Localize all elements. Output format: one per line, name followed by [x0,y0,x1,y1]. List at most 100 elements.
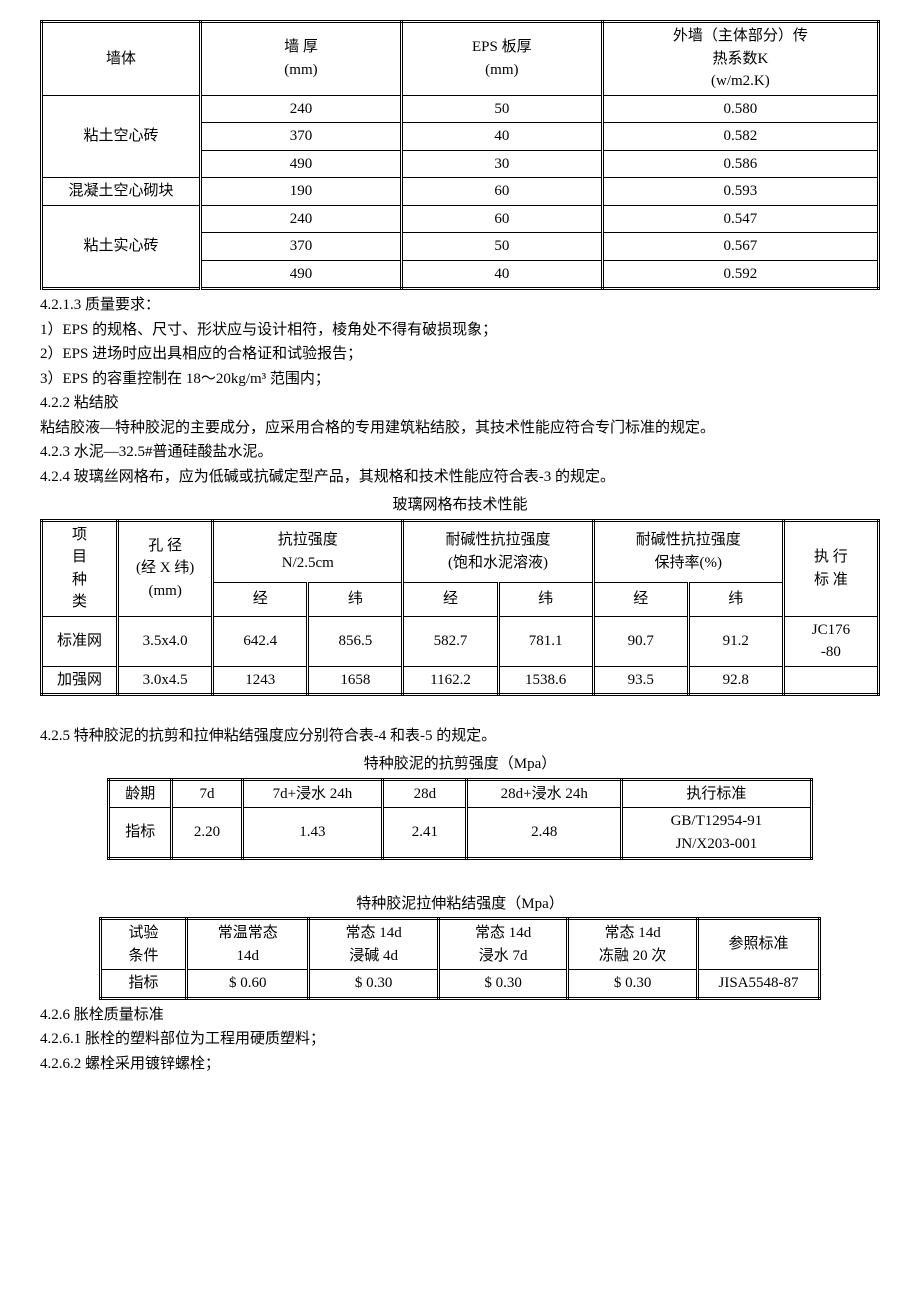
cell: GB/T12954-91JN/X203-001 [622,808,812,859]
t1-h2: 墙 厚(mm) [201,22,402,96]
cell: 92.8 [688,666,783,695]
t3-h6: 执行标准 [622,779,812,808]
sub: 经 [593,582,688,616]
cell: 781.1 [498,616,593,666]
t2-h5: 耐碱性抗拉强度保持率(%) [593,520,783,582]
t1-g3: 粘土实心砖 [42,205,201,289]
table-wall-thickness: 墙体 墙 厚(mm) EPS 板厚(mm) 外墙（主体部分）传热系数K(w/m2… [40,20,880,290]
cell: 3.0x4.5 [118,666,213,695]
cell: 加强网 [42,666,118,695]
cell: 40 [401,260,602,289]
cell: $ 0.60 [187,970,309,999]
cell: 60 [401,205,602,233]
cell: 0.593 [602,178,878,206]
para: 4.2.2 粘结胶 [40,392,880,415]
cell: 指标 [109,808,172,859]
cell: 3.5x4.0 [118,616,213,666]
cell: 2.41 [383,808,467,859]
cell: 370 [201,123,402,151]
cell: 93.5 [593,666,688,695]
t3-h3: 7d+浸水 24h [242,779,383,808]
cell: 1243 [213,666,308,695]
cell: 370 [201,233,402,261]
cell: 0.586 [602,150,878,178]
cell: 0.592 [602,260,878,289]
table-mesh-performance: 项目种类 孔 径(经 X 纬)(mm) 抗拉强度N/2.5cm 耐碱性抗拉强度(… [40,519,880,697]
t2-h6: 执 行标 准 [783,520,878,616]
cell: 标准网 [42,616,118,666]
cell: 0.580 [602,95,878,123]
cell: 90.7 [593,616,688,666]
cell: 30 [401,150,602,178]
cell: 490 [201,260,402,289]
t4-h6: 参照标准 [697,919,819,970]
t4-h5: 常态 14d冻融 20 次 [568,919,697,970]
t4-h2: 常温常态14d [187,919,309,970]
cell: $ 0.30 [438,970,567,999]
para: 2）EPS 进场时应出具相应的合格证和试验报告； [40,343,880,366]
cell: 指标 [100,970,186,999]
sub: 纬 [688,582,783,616]
table-shear-strength: 龄期 7d 7d+浸水 24h 28d 28d+浸水 24h 执行标准 指标 2… [107,778,813,861]
cell: 0.567 [602,233,878,261]
para: 3）EPS 的容重控制在 18～20kg/m³ 范围内； [40,368,880,391]
para: 1）EPS 的规格、尺寸、形状应与设计相符，棱角处不得有破损现象； [40,319,880,342]
cell: 60 [401,178,602,206]
t2-h1: 项目种类 [42,520,118,616]
cell: 1658 [308,666,403,695]
t3-h1: 龄期 [109,779,172,808]
t1-g2: 混凝土空心砌块 [42,178,201,206]
cell: 50 [401,233,602,261]
para: 4.2.6 胀栓质量标准 [40,1004,880,1027]
cell: 240 [201,205,402,233]
table-tensile-strength: 试验条件 常温常态14d 常态 14d浸碱 4d 常态 14d浸水 7d 常态 … [99,917,821,1000]
cell: 1162.2 [403,666,498,695]
t2-h4: 耐碱性抗拉强度(饱和水泥溶液) [403,520,593,582]
cell: 2.20 [172,808,242,859]
para: 粘结胶液—特种胶泥的主要成分，应采用合格的专用建筑粘结胶，其技术性能应符合专门标… [40,417,880,440]
cell: 0.547 [602,205,878,233]
para: 4.2.3 水泥—32.5#普通硅酸盐水泥。 [40,441,880,464]
t1-h4: 外墙（主体部分）传热系数K(w/m2.K) [602,22,878,96]
t1-h1: 墙体 [42,22,201,96]
cell: 642.4 [213,616,308,666]
t1-h3: EPS 板厚(mm) [401,22,602,96]
para: 4.2.1.3 质量要求： [40,294,880,317]
cell: 0.582 [602,123,878,151]
t3-h5: 28d+浸水 24h [467,779,622,808]
cell: 582.7 [403,616,498,666]
cell: 1.43 [242,808,383,859]
sub: 经 [403,582,498,616]
cell: $ 0.30 [568,970,697,999]
cell: 40 [401,123,602,151]
cell: 50 [401,95,602,123]
sub: 经 [213,582,308,616]
t3-h4: 28d [383,779,467,808]
t4-h1: 试验条件 [100,919,186,970]
cell: 2.48 [467,808,622,859]
caption-t3: 特种胶泥的抗剪强度（Mpa） [40,753,880,776]
para: 4.2.4 玻璃丝网格布，应为低碱或抗碱定型产品，其规格和技术性能应符合表-3 … [40,466,880,489]
para: 4.2.5 特种胶泥的抗剪和拉伸粘结强度应分别符合表-4 和表-5 的规定。 [40,725,880,748]
para: 4.2.6.2 螺栓采用镀锌螺栓； [40,1053,880,1076]
cell: 490 [201,150,402,178]
t2-h3: 抗拉强度N/2.5cm [213,520,403,582]
cell [783,666,878,695]
t1-g1: 粘土空心砖 [42,95,201,178]
cell: 1538.6 [498,666,593,695]
cell: JISA5548-87 [697,970,819,999]
para: 4.2.6.1 胀栓的塑料部位为工程用硬质塑料； [40,1028,880,1051]
t4-h4: 常态 14d浸水 7d [438,919,567,970]
cell: JC176-80 [783,616,878,666]
cell: 190 [201,178,402,206]
t4-h3: 常态 14d浸碱 4d [309,919,438,970]
cell: 240 [201,95,402,123]
t2-h2: 孔 径(经 X 纬)(mm) [118,520,213,616]
caption-t4: 特种胶泥拉伸粘结强度（Mpa） [40,893,880,916]
sub: 纬 [498,582,593,616]
sub: 纬 [308,582,403,616]
cell: 856.5 [308,616,403,666]
cell: $ 0.30 [309,970,438,999]
cell: 91.2 [688,616,783,666]
t3-h2: 7d [172,779,242,808]
